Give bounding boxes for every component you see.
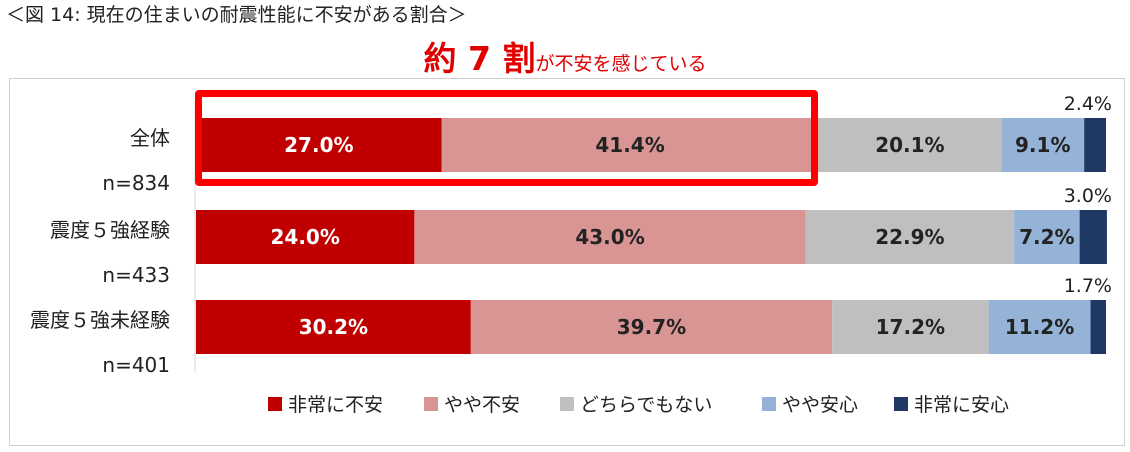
legend-swatch [424, 397, 438, 411]
data-label: 27.0% [284, 133, 353, 157]
bar-segment [1014, 210, 1080, 264]
bar-segment [988, 300, 1091, 354]
bar-segment [818, 118, 1002, 172]
category-label: 震度５強経験 [50, 218, 170, 242]
bar-segment [1079, 210, 1107, 264]
headline-emphasis: 約 7 割 [423, 39, 536, 78]
headline: 約 7 割が不安を感じている [0, 32, 1130, 80]
data-label: 11.2% [1005, 315, 1074, 339]
bar-segment [196, 300, 471, 354]
bar-segment [805, 210, 1015, 264]
data-label: 20.1% [875, 133, 944, 157]
highlight-box [195, 90, 818, 186]
data-label: 39.7% [617, 315, 686, 339]
bar-segment [196, 210, 415, 264]
data-label: 43.0% [575, 225, 644, 249]
headline-text: が不安を感じている [535, 53, 707, 75]
data-label: 41.4% [595, 133, 664, 157]
data-label: 7.2% [1019, 225, 1074, 249]
bar-segment [414, 210, 806, 264]
legend-label: 非常に安心 [914, 394, 1009, 416]
bar-segment [1084, 118, 1106, 172]
legend-swatch [560, 397, 574, 411]
data-label: 9.1% [1015, 133, 1070, 157]
data-label: 24.0% [271, 225, 340, 249]
bar-segment [196, 118, 442, 172]
legend-label: やや安心 [782, 394, 858, 416]
data-label: 22.9% [875, 225, 944, 249]
bar-segment [441, 118, 819, 172]
sample-size-label: n=401 [102, 353, 170, 377]
category-label: 全体 [130, 126, 170, 150]
data-label: 3.0% [1064, 185, 1112, 207]
legend-label: やや不安 [444, 394, 520, 416]
bar-segment [832, 300, 989, 354]
data-label: 2.4% [1064, 93, 1112, 115]
data-label: 1.7% [1064, 275, 1112, 297]
bar-segment [1001, 118, 1085, 172]
bar-segment [470, 300, 833, 354]
legend-swatch [894, 397, 908, 411]
legend-swatch [762, 397, 776, 411]
data-label: 17.2% [876, 315, 945, 339]
legend-swatch [268, 397, 282, 411]
bar-segment [1090, 300, 1106, 354]
legend-label: どちらでもない [580, 394, 712, 416]
sample-size-label: n=433 [102, 263, 170, 287]
data-label: 30.2% [299, 315, 368, 339]
chart-frame [9, 78, 1125, 446]
legend-label: 非常に不安 [288, 394, 383, 416]
figure-title: ＜図 14: 現在の住まいの耐震性能に不安がある割合＞ [6, 4, 467, 26]
category-label: 震度５強未経験 [30, 308, 170, 332]
sample-size-label: n=834 [102, 171, 170, 195]
